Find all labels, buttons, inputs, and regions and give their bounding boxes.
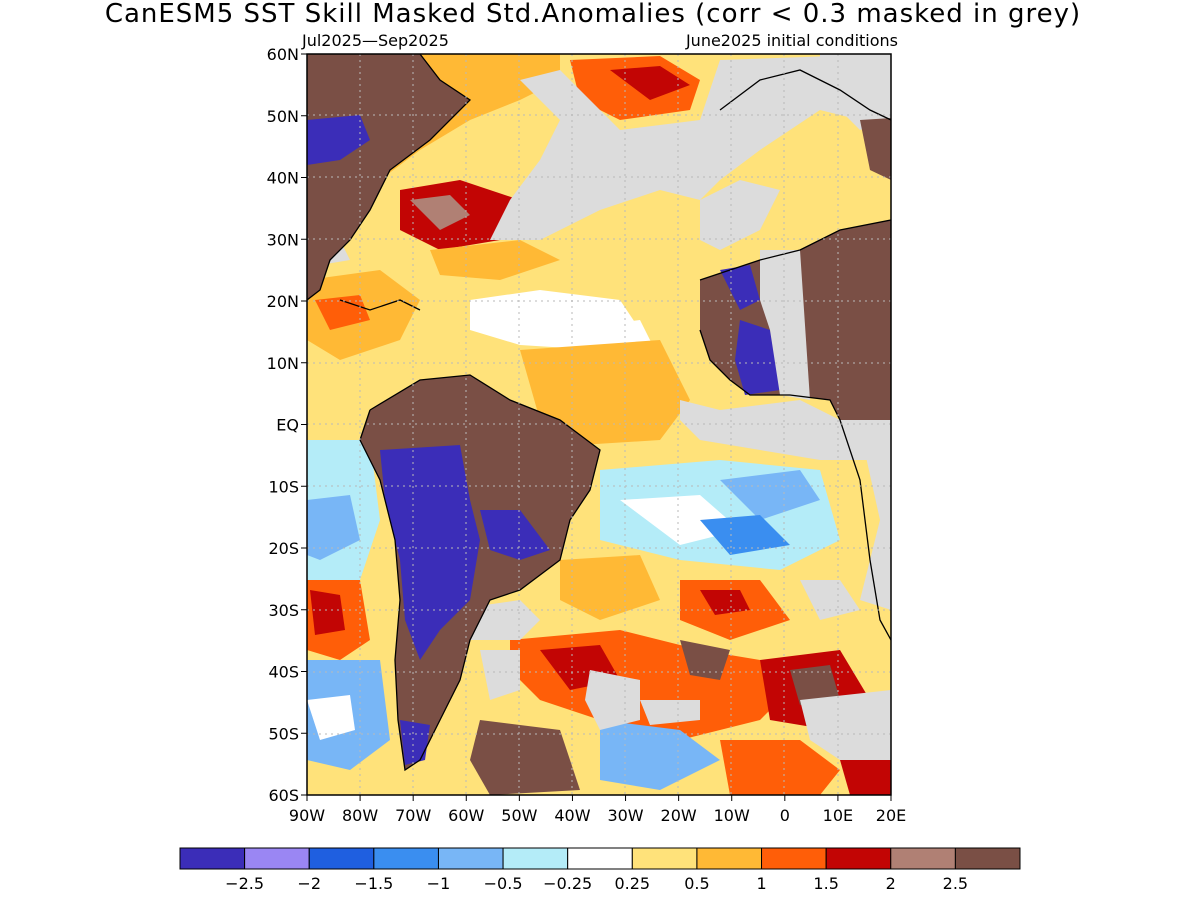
anomaly-field xyxy=(307,54,891,795)
colorbar-label: −1.5 xyxy=(354,874,393,893)
colorbar-label: 2.5 xyxy=(943,874,968,893)
colorbar-label: −0.5 xyxy=(484,874,523,893)
colorbar-swatch xyxy=(567,847,633,870)
lat-tick-label: 10S xyxy=(268,477,299,496)
lon-tick-label: 20W xyxy=(661,806,697,825)
colorbar-label: 2 xyxy=(886,874,896,893)
colorbar-swatch xyxy=(373,847,439,870)
coastlines xyxy=(307,54,891,772)
low-skill-mask xyxy=(307,54,891,760)
colorbar-swatch xyxy=(696,847,763,870)
lat-tick-label: 40N xyxy=(267,169,299,188)
lon-tick-label: 0 xyxy=(780,806,790,825)
colorbar-label: 1.5 xyxy=(813,874,838,893)
colorbar-label: 0.5 xyxy=(684,874,709,893)
lat-tick-label: 40S xyxy=(268,663,299,682)
north-america-land xyxy=(307,54,470,300)
colorbar-label: 0.25 xyxy=(614,874,650,893)
colorbar-swatch xyxy=(244,847,310,870)
lon-tick-label: 70W xyxy=(395,806,431,825)
map-title: CanESM5 SST Skill Masked Std.Anomalies (… xyxy=(105,0,1081,29)
lon-tick-label: 30W xyxy=(607,806,643,825)
lon-tick-label: 90W xyxy=(289,806,325,825)
season-label: Jul2025—Sep2025 xyxy=(301,31,449,50)
lon-tick-label: 50W xyxy=(501,806,537,825)
lat-tick-label: 60S xyxy=(268,786,299,805)
colorbar-swatch xyxy=(179,847,246,870)
colorbar-label: 1 xyxy=(756,874,766,893)
colorbar-swatch xyxy=(825,847,892,870)
lon-tick-label: 10W xyxy=(714,806,750,825)
colorbar-swatch xyxy=(502,847,569,870)
lon-tick-label: 10E xyxy=(823,806,853,825)
colorbar-swatch xyxy=(308,847,375,870)
lat-tick-label: 20S xyxy=(268,539,299,558)
lat-tick-label: 50N xyxy=(267,107,299,126)
colorbar: −2.5 −2 −1.5 −1 −0.5 −0.25 0.25 0.5 1 1.5 2 2.5 xyxy=(179,847,1021,893)
colorbar-label: −2 xyxy=(297,874,321,893)
lat-tick-label: 20N xyxy=(267,292,299,311)
colorbar-label: −0.25 xyxy=(543,874,592,893)
colorbar-label: −2.5 xyxy=(225,874,264,893)
gridlines xyxy=(307,54,891,795)
lat-tick-label: 30S xyxy=(268,601,299,620)
lon-tick-label: 20E xyxy=(876,806,906,825)
lat-tick-label: 60N xyxy=(267,45,299,64)
colorbar-swatch xyxy=(954,847,1021,870)
lat-tick-label: 10N xyxy=(267,354,299,373)
lon-tick-label: 40W xyxy=(554,806,590,825)
lat-tick-label: 30N xyxy=(267,230,299,249)
colorbar-label: −1 xyxy=(427,874,451,893)
longitude-axis: 90W 80W 70W 60W 50W 40W 30W 20W 10W 0 10E 20E xyxy=(289,795,906,825)
colorbar-swatch xyxy=(631,847,698,870)
colorbar-swatch xyxy=(761,847,827,870)
lon-tick-label: 80W xyxy=(342,806,378,825)
init-conditions-label: June2025 initial conditions xyxy=(685,31,898,50)
lat-tick-label: 50S xyxy=(268,724,299,743)
latitude-axis: 60N 50N 40N 30N 20N 10N EQ 10S 20S 30S 40S 50S 60S xyxy=(267,45,307,805)
lon-tick-label: 60W xyxy=(448,806,484,825)
colorbar-swatch xyxy=(437,847,504,870)
lat-tick-label: EQ xyxy=(276,416,299,435)
colorbar-swatch xyxy=(890,847,956,870)
